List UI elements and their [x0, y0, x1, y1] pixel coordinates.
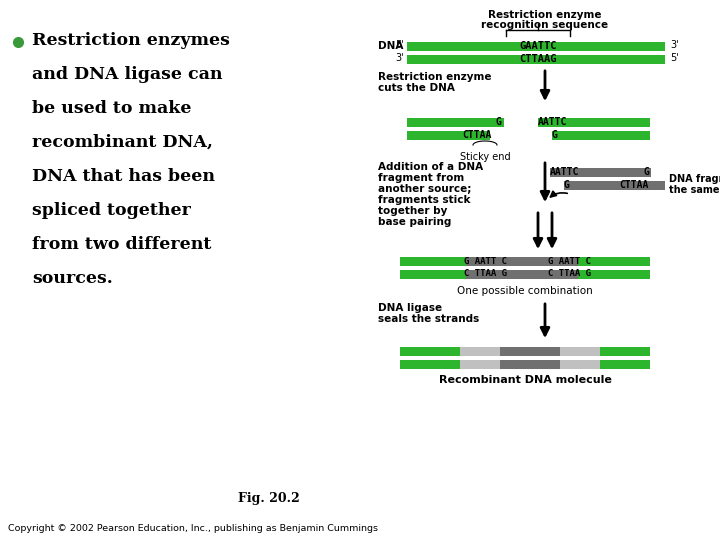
Bar [407, 118, 504, 127]
Bar [538, 127, 650, 131]
Text: DNA that has been: DNA that has been [32, 168, 215, 185]
Text: C TTAA G: C TTAA G [464, 269, 507, 279]
Bar [570, 42, 665, 51]
Bar [400, 347, 460, 356]
Bar [466, 257, 578, 266]
Text: seals the strands: seals the strands [378, 314, 480, 324]
Text: CTTAA: CTTAA [619, 180, 649, 190]
Bar [500, 347, 560, 356]
Text: G: G [643, 167, 649, 177]
Text: AATTC: AATTC [550, 167, 580, 177]
Bar [466, 270, 578, 279]
Text: 5': 5' [395, 40, 404, 50]
Text: Restriction enzyme: Restriction enzyme [378, 72, 492, 82]
Bar [407, 131, 490, 140]
Text: recognition sequence: recognition sequence [482, 20, 608, 30]
Text: the same restriction enzyme: the same restriction enzyme [669, 185, 720, 195]
Text: G: G [564, 180, 570, 190]
Bar [570, 55, 665, 64]
Bar [400, 356, 650, 360]
Text: CTTAAG: CTTAAG [519, 54, 557, 64]
Text: Restriction enzyme: Restriction enzyme [488, 10, 602, 20]
Bar [550, 177, 665, 181]
Bar [550, 168, 651, 177]
Bar [578, 270, 650, 279]
Text: GAATTC: GAATTC [519, 41, 557, 51]
Bar [600, 360, 650, 369]
Bar [560, 347, 600, 356]
Text: DNA: DNA [378, 41, 403, 51]
Text: CTTAA: CTTAA [462, 130, 491, 140]
Text: recombinant DNA,: recombinant DNA, [32, 134, 213, 151]
Text: base pairing: base pairing [378, 217, 451, 227]
Text: Addition of a DNA: Addition of a DNA [378, 162, 483, 172]
Text: from two different: from two different [32, 236, 212, 253]
Bar [460, 360, 500, 369]
Bar [564, 181, 665, 190]
Text: 3': 3' [395, 53, 404, 63]
Bar [407, 55, 506, 64]
Text: cuts the DNA: cuts the DNA [378, 83, 455, 93]
Text: G AATT C: G AATT C [464, 256, 507, 266]
Bar [407, 42, 506, 51]
Text: DNA ligase: DNA ligase [378, 303, 442, 313]
Text: G AATT C: G AATT C [548, 256, 591, 266]
Text: 5': 5' [670, 53, 679, 63]
Bar [400, 257, 466, 266]
Text: Copyright © 2002 Pearson Education, Inc., publishing as Benjamin Cummings: Copyright © 2002 Pearson Education, Inc.… [8, 524, 378, 533]
Text: Sticky end: Sticky end [459, 152, 510, 162]
Bar [506, 42, 570, 51]
Bar [407, 51, 665, 55]
Bar [560, 360, 600, 369]
Text: spliced together: spliced together [32, 202, 191, 219]
Text: AATTC: AATTC [538, 117, 567, 127]
Text: G: G [496, 117, 502, 127]
Text: fragment from: fragment from [378, 173, 464, 183]
Bar [407, 127, 504, 131]
Text: G: G [552, 130, 558, 140]
Bar [552, 131, 650, 140]
Bar [506, 55, 570, 64]
Bar [600, 347, 650, 356]
Bar [500, 360, 560, 369]
Text: Restriction enzymes: Restriction enzymes [32, 32, 230, 49]
Text: sources.: sources. [32, 270, 113, 287]
Text: and DNA ligase can: and DNA ligase can [32, 66, 222, 83]
Bar [538, 118, 650, 127]
Text: Fig. 20.2: Fig. 20.2 [238, 492, 300, 505]
Bar [400, 266, 650, 270]
Bar [460, 347, 500, 356]
Bar [400, 270, 466, 279]
Text: together by: together by [378, 206, 447, 216]
Text: another source;: another source; [378, 184, 472, 194]
Text: C TTAA G: C TTAA G [548, 269, 591, 279]
Text: One possible combination: One possible combination [457, 286, 593, 296]
Bar [578, 257, 650, 266]
Text: Recombinant DNA molecule: Recombinant DNA molecule [438, 375, 611, 385]
Text: DNA fragment produced by: DNA fragment produced by [669, 174, 720, 184]
Text: fragments stick: fragments stick [378, 195, 470, 205]
Text: be used to make: be used to make [32, 100, 192, 117]
Bar [400, 360, 460, 369]
Text: 3': 3' [670, 40, 679, 50]
